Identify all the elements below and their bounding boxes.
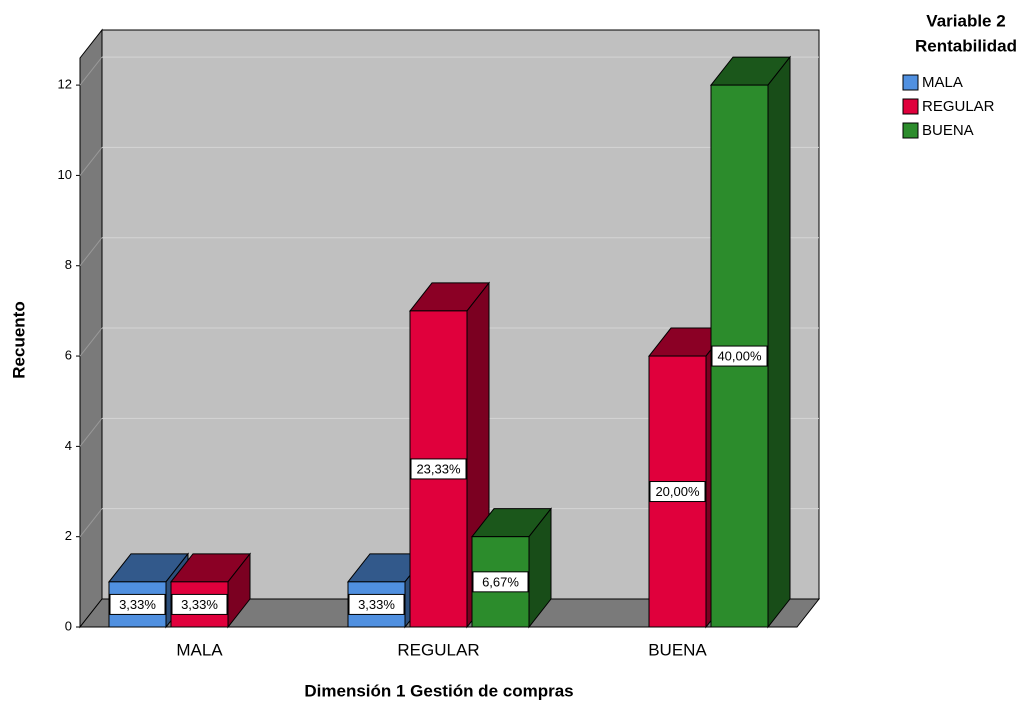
y-tick-label: 10 bbox=[58, 167, 72, 182]
legend-label: REGULAR bbox=[922, 98, 995, 115]
value-label-box bbox=[472, 571, 529, 593]
left-wall bbox=[79, 28, 103, 629]
grid-line bbox=[79, 56, 103, 86]
bar bbox=[470, 507, 553, 629]
bar-side bbox=[767, 55, 791, 629]
y-tick-label: 6 bbox=[65, 347, 72, 362]
value-label-box bbox=[410, 458, 467, 480]
y-tick-label: 8 bbox=[65, 257, 72, 272]
legend-swatch bbox=[902, 122, 919, 139]
legend-label: BUENA bbox=[922, 122, 974, 139]
value-label: 23,33% bbox=[416, 461, 461, 476]
legend-title: Variable 2 bbox=[926, 11, 1005, 30]
value-label: 40,00% bbox=[717, 348, 762, 363]
legend-swatch bbox=[902, 98, 919, 115]
grid-line bbox=[79, 418, 103, 447]
y-tick-label: 4 bbox=[65, 438, 72, 453]
grid-line bbox=[79, 147, 103, 176]
x-axis-title: Dimensión 1 Gestión de compras bbox=[304, 681, 573, 700]
grid-line bbox=[79, 508, 103, 537]
grid-line bbox=[79, 327, 103, 357]
bar bbox=[169, 552, 252, 629]
value-label-box bbox=[109, 593, 166, 615]
legend-title: Rentabilidad bbox=[915, 36, 1017, 55]
legend-swatch bbox=[902, 74, 919, 91]
value-label-box bbox=[171, 593, 228, 615]
value-label: 3,33% bbox=[358, 597, 395, 612]
grid-line bbox=[79, 237, 103, 267]
y-tick-label: 0 bbox=[65, 618, 72, 633]
x-tick-label: MALA bbox=[176, 640, 223, 659]
value-label: 20,00% bbox=[655, 484, 700, 499]
value-label: 3,33% bbox=[181, 597, 218, 612]
x-tick-label: REGULAR bbox=[397, 640, 479, 659]
value-label: 6,67% bbox=[482, 574, 519, 589]
bar bbox=[709, 55, 792, 629]
y-axis-title: Recuento bbox=[9, 301, 28, 378]
y-tick-label: 2 bbox=[65, 528, 72, 543]
legend-label: MALA bbox=[922, 74, 963, 91]
y-tick-label: 12 bbox=[58, 77, 72, 92]
value-label-box bbox=[711, 345, 768, 367]
x-tick-label: BUENA bbox=[648, 640, 707, 659]
value-label-box bbox=[348, 593, 405, 615]
value-label: 3,33% bbox=[119, 597, 156, 612]
value-label-box bbox=[649, 481, 706, 503]
